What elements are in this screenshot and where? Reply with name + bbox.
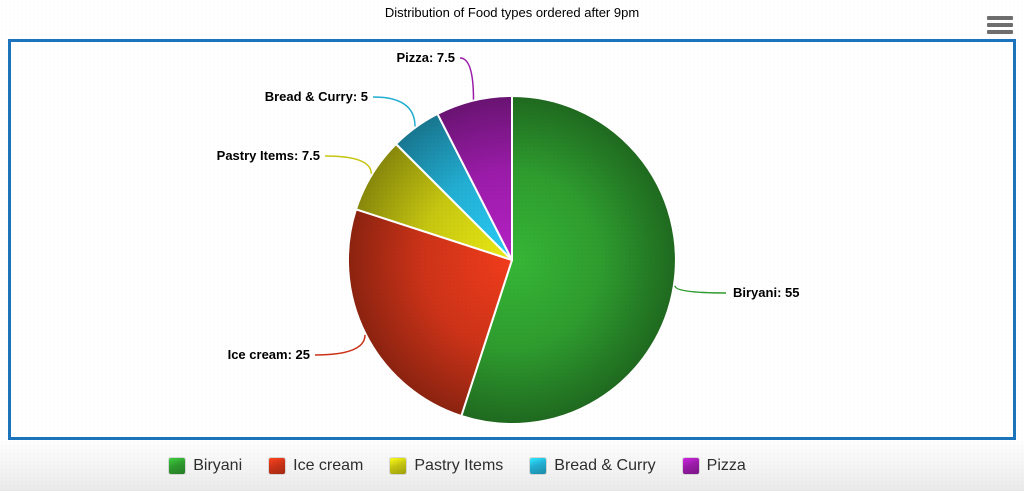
label-connector-ice-cream (314, 334, 366, 356)
pie-slice-biryani[interactable] (460, 95, 677, 425)
slice-label-biryani: Biryani: 55 (733, 285, 799, 300)
legend-item-ice-cream[interactable]: Ice cream (268, 456, 364, 475)
pie-slice-pizza[interactable] (436, 95, 513, 261)
legend-marker-ice-cream (268, 456, 287, 475)
label-connector-pastry-items (324, 155, 373, 174)
chart-panel: Biryani: 55 Ice cream: 25 Pastry Items: 7.… (8, 39, 1016, 440)
legend-item-bread-curry[interactable]: Bread & Curry (529, 456, 656, 475)
pie-chart: Biryani: 55 Ice cream: 25 Pastry Items: 7.… (217, 50, 799, 425)
legend-label-bread-curry: Bread & Curry (554, 456, 656, 474)
legend: Biryani Ice cream Pastry Items Bread & Curr… (168, 456, 746, 475)
hamburger-menu-icon (987, 16, 1013, 34)
slice-label-pizza: Pizza: 7.5 (396, 50, 455, 65)
legend-item-pizza[interactable]: Pizza (681, 456, 746, 475)
legend-label-ice-cream: Ice cream (293, 456, 364, 474)
label-connector-biryani (674, 285, 727, 294)
legend-marker-bread-curry (529, 456, 548, 475)
slice-label-bread-curry: Bread & Curry: 5 (265, 89, 368, 104)
pie-slice-ice-cream[interactable] (346, 208, 513, 417)
chart-title: Distribution of Food types ordered after… (384, 5, 640, 20)
label-connector-bread-curry (372, 96, 416, 127)
slice-label-ice-cream: Ice cream: 25 (228, 347, 310, 362)
legend-item-biryani[interactable]: Biryani (168, 456, 243, 475)
legend-marker-biryani (168, 456, 187, 475)
legend-marker-pastry-items (389, 456, 408, 475)
export-menu-button[interactable] (985, 11, 1015, 39)
label-connector-pizza (459, 57, 475, 100)
legend-strip: Biryani Ice cream Pastry Items Bread & Curr… (0, 440, 1024, 491)
legend-label-biryani: Biryani (193, 456, 243, 474)
legend-item-pastry-items[interactable]: Pastry Items (389, 456, 504, 475)
legend-label-pastry-items: Pastry Items (414, 456, 504, 474)
legend-marker-pizza (681, 456, 700, 475)
slice-label-pastry-items: Pastry Items: 7.5 (217, 148, 320, 163)
legend-label-pizza: Pizza (706, 456, 746, 474)
